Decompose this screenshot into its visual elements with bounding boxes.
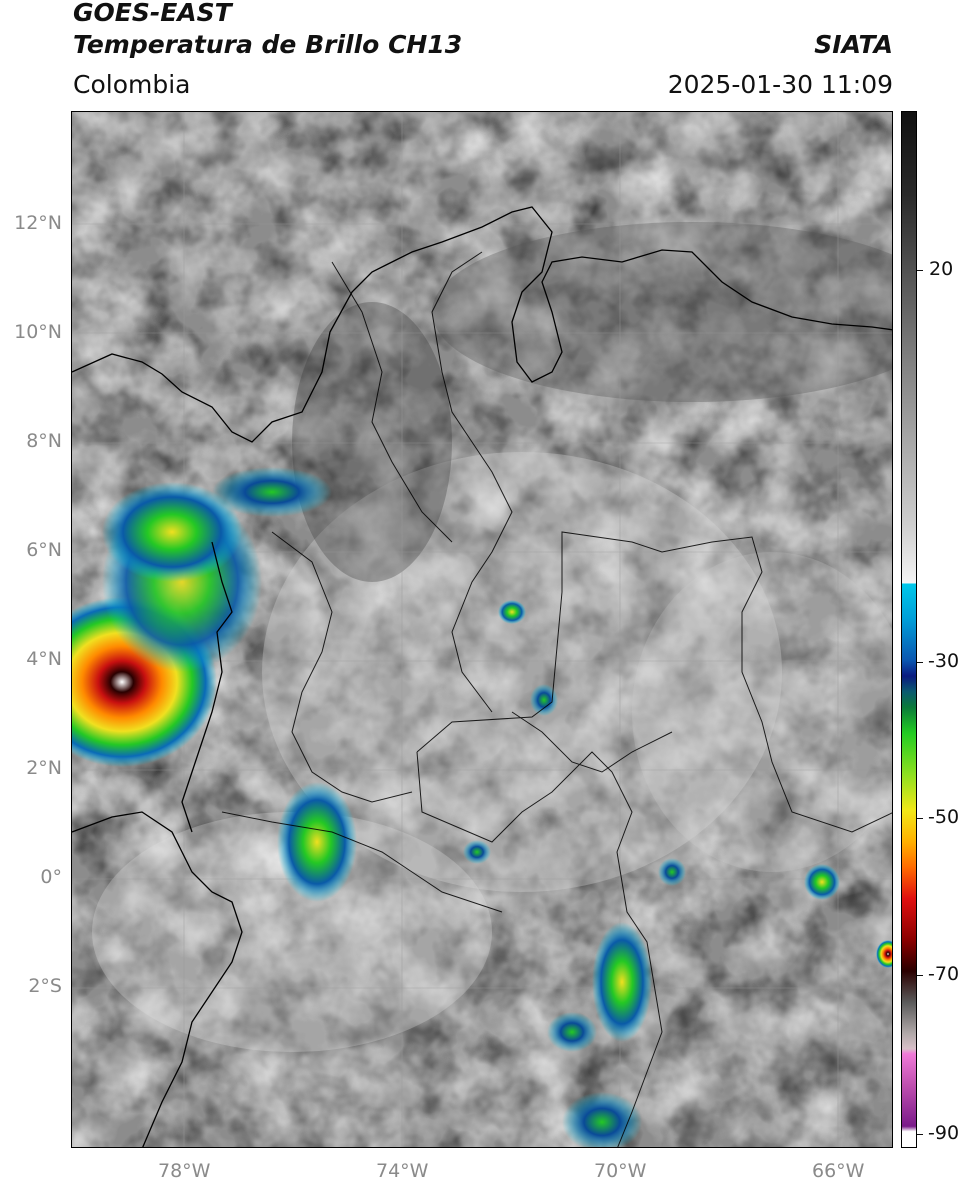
lat-lon-grid (72, 112, 892, 1147)
lat-label: 12°N (14, 212, 62, 234)
product-title: Temperatura de Brillo CH13 (73, 30, 463, 59)
cbar-tick-label: -50 (928, 806, 960, 828)
lat-label: 0° (40, 866, 62, 888)
lon-label: 66°W (812, 1160, 865, 1182)
cbar-tick-mark (917, 662, 923, 663)
lat-label: 10°N (14, 321, 62, 343)
lat-label: 8°N (26, 430, 62, 452)
cbar-tick-mark (917, 975, 923, 976)
borders (221, 251, 892, 1147)
convective-cells (72, 467, 892, 1147)
cbar-tick-label: 20 (929, 258, 954, 280)
lat-label: 2°S (28, 975, 62, 997)
region-label: Colombia (73, 70, 191, 99)
agency-label: SIATA (814, 30, 893, 59)
lon-label: 78°W (158, 1160, 211, 1182)
cbar-tick-mark (917, 818, 923, 819)
satellite-title: GOES-EAST (73, 0, 232, 27)
datetime-label: 2025-01-30 11:09 (667, 70, 893, 99)
lat-label: 6°N (26, 539, 62, 561)
colorbar (901, 111, 917, 1148)
cbar-tick-label: -30 (928, 650, 960, 672)
lat-label: 2°N (26, 757, 62, 779)
lat-label: 4°N (26, 648, 62, 670)
cbar-tick-label: -70 (928, 963, 960, 985)
satellite-map (71, 111, 893, 1148)
cbar-tick-mark (917, 270, 923, 271)
lon-label: 70°W (594, 1160, 647, 1182)
coastlines (72, 206, 892, 1147)
map-canvas (72, 112, 892, 1147)
lon-label: 74°W (376, 1160, 429, 1182)
cbar-tick-label: -90 (928, 1122, 960, 1144)
cbar-tick-mark (917, 1134, 923, 1135)
